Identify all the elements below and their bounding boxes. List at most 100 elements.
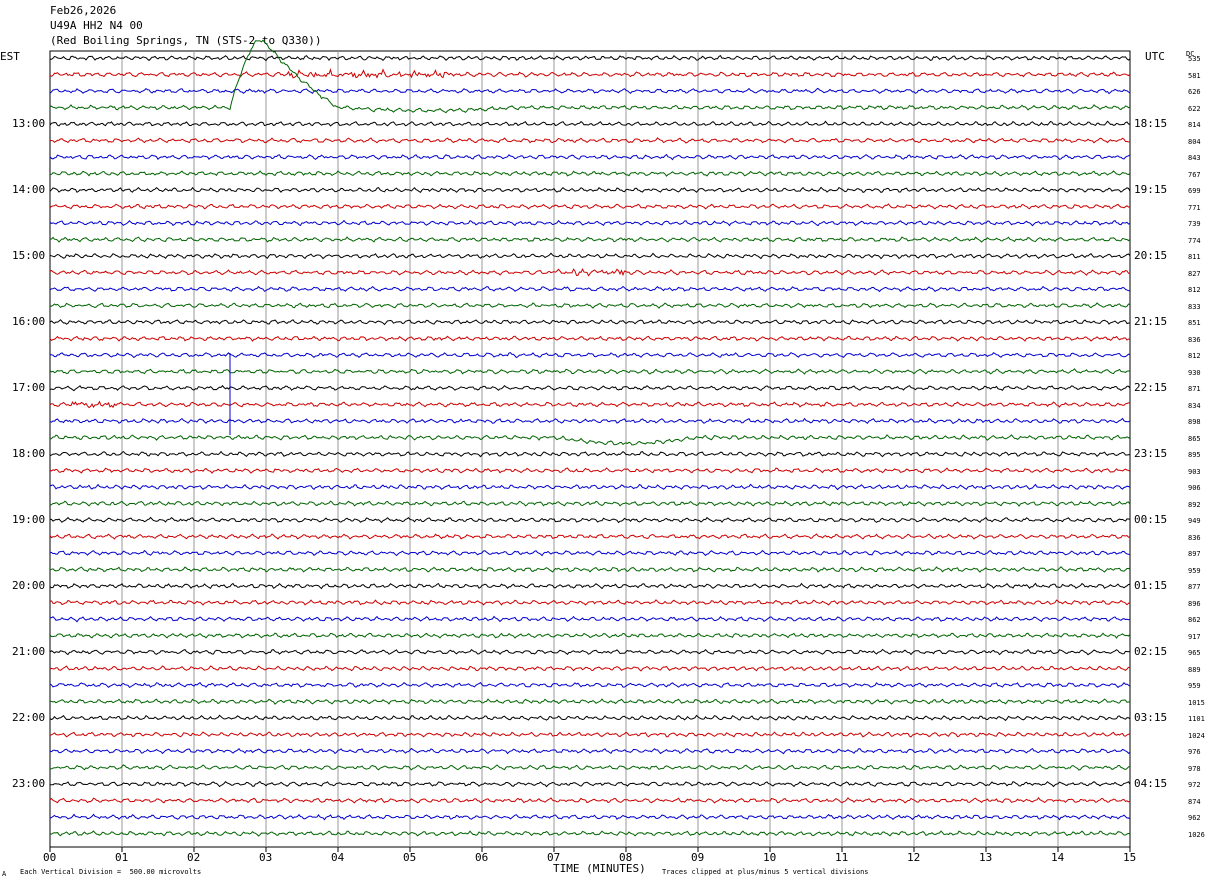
dc-value: 906	[1188, 484, 1201, 492]
trace-line	[49, 417, 1131, 425]
dc-value: 1101	[1188, 715, 1205, 723]
x-tick-label: 13	[979, 851, 993, 864]
trace-line	[49, 285, 1131, 293]
dc-value: 771	[1188, 203, 1201, 212]
plot-frame	[49, 50, 1131, 848]
trace-line	[49, 549, 1131, 557]
header-channel: U49A HH2 N4 00	[50, 19, 143, 32]
x-tick-label: 08	[619, 851, 633, 864]
trace-line	[49, 368, 1131, 375]
dc-value: 877	[1188, 583, 1201, 591]
trace-line	[49, 384, 1131, 392]
x-tick-label: 00	[43, 851, 57, 864]
left-hour-label: 16:00	[12, 315, 46, 328]
x-tick-label: 09	[691, 851, 705, 864]
trace-line	[49, 682, 1131, 689]
x-axis-title: TIME (MINUTES)	[553, 862, 646, 875]
trace-line	[49, 68, 1131, 79]
dc-value: 959	[1188, 682, 1201, 690]
dc-value: 930	[1188, 368, 1201, 377]
trace-line	[49, 319, 1131, 326]
trace-line	[49, 203, 1131, 210]
left-hour-label: 21:00	[12, 645, 46, 658]
dc-value: 917	[1188, 632, 1201, 641]
trace-line	[49, 483, 1131, 491]
trace-line	[49, 714, 1131, 722]
dc-value: 896	[1188, 599, 1201, 608]
dc-value: 895	[1188, 451, 1201, 459]
x-tick-label: 06	[475, 851, 489, 864]
trace-line	[49, 153, 1131, 161]
trace-line	[49, 55, 1131, 62]
right-hour-label: 23:15	[1134, 447, 1168, 460]
trace-line	[49, 39, 1131, 114]
dc-value: 812	[1188, 352, 1201, 360]
right-hour-label: 19:15	[1134, 183, 1168, 196]
trace-line	[49, 780, 1131, 788]
trace-line	[49, 747, 1131, 755]
dc-value: 949	[1188, 517, 1201, 525]
dc-value: 767	[1188, 170, 1201, 179]
trace-line	[49, 698, 1131, 705]
dc-value: 976	[1188, 748, 1201, 756]
trace-line	[49, 87, 1131, 95]
trace-line	[49, 219, 1131, 227]
left-hour-label: 17:00	[12, 381, 46, 394]
dc-value: 699	[1188, 187, 1201, 195]
right-hour-label: 01:15	[1134, 579, 1168, 592]
dc-value: 897	[1188, 550, 1201, 558]
dc-value: 812	[1188, 286, 1201, 294]
footer-clip-note: Traces clipped at plus/minus 5 vertical …	[662, 868, 869, 876]
dc-value: 622	[1188, 104, 1201, 113]
x-tick-label: 15	[1123, 851, 1137, 864]
left-hour-label: 23:00	[12, 777, 46, 790]
dc-value: 836	[1188, 335, 1201, 344]
dc-value: 833	[1188, 302, 1201, 311]
trace-line	[49, 500, 1131, 507]
left-hour-label: 13:00	[12, 117, 46, 130]
dc-value: 811	[1188, 253, 1201, 261]
trace-line	[49, 566, 1131, 573]
left-hour-label: 19:00	[12, 513, 46, 526]
trace-line	[49, 137, 1131, 144]
left-hour-label: 18:00	[12, 447, 46, 460]
trace-line	[49, 796, 1131, 804]
trace-line	[49, 267, 1131, 277]
left-hour-label: 15:00	[12, 249, 46, 262]
trace-line	[49, 335, 1131, 342]
trace-line	[49, 813, 1131, 821]
trace-line	[49, 434, 1131, 446]
header-site: (Red Boiling Springs, TN (STS-2 to Q330)…	[50, 34, 322, 47]
dc-value: 962	[1188, 814, 1201, 822]
trace-line	[49, 599, 1131, 606]
dc-value: 581	[1188, 71, 1201, 80]
trace-line	[49, 351, 1131, 359]
dc-label: DC	[1186, 50, 1195, 58]
dc-value: 898	[1188, 418, 1201, 426]
x-tick-label: 04	[331, 851, 345, 864]
right-hour-label: 04:15	[1134, 777, 1168, 790]
left-hour-label: 20:00	[12, 579, 46, 592]
right-hour-label: 20:15	[1134, 249, 1168, 262]
trace-line	[49, 186, 1131, 194]
trace-line	[49, 467, 1131, 474]
trace-line	[49, 252, 1131, 260]
dc-value: 1015	[1188, 698, 1205, 707]
dc-value: 978	[1188, 764, 1201, 773]
trace-line	[49, 615, 1131, 623]
dc-value: 865	[1188, 434, 1201, 443]
right-hour-label: 21:15	[1134, 315, 1168, 328]
x-tick-label: 02	[187, 851, 201, 864]
footer-mark: A	[2, 870, 7, 878]
dc-value: 874	[1188, 797, 1201, 806]
x-tick-label: 10	[763, 851, 777, 864]
dc-value: 626	[1188, 88, 1201, 96]
x-tick-label: 03	[259, 851, 273, 864]
trace-line	[49, 731, 1131, 738]
dc-value: 836	[1188, 533, 1201, 542]
right-hour-label: 22:15	[1134, 381, 1168, 394]
header-date: Feb26,2026	[50, 4, 117, 17]
trace-line	[49, 582, 1131, 590]
x-tick-label: 14	[1051, 851, 1065, 864]
